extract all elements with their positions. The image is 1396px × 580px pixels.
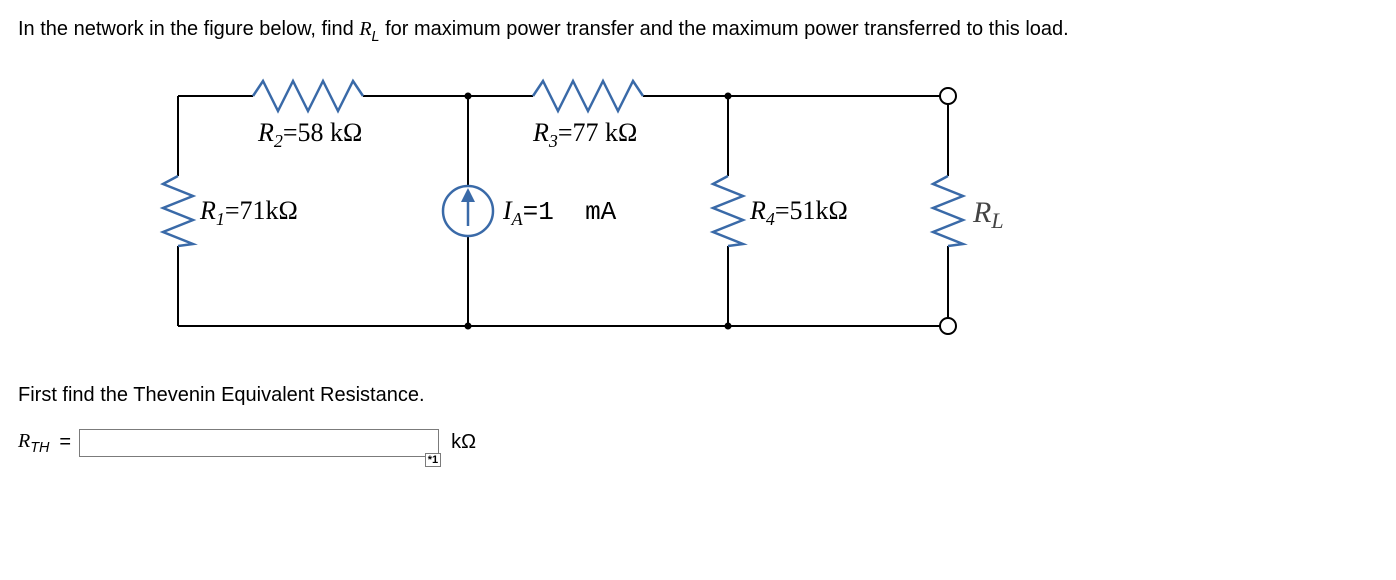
prompt-var-sub: L [372, 29, 380, 45]
node-dot [725, 322, 732, 329]
resistor-r1 [163, 176, 193, 246]
prompt-var-letter: R [359, 18, 371, 40]
answer-row: RTH = *1 kΩ [18, 429, 1376, 457]
rth-label: RTH [18, 430, 49, 456]
section-instruction: First find the Thevenin Equivalent Resis… [18, 384, 1376, 407]
problem-prompt: In the network in the figure below, find… [18, 14, 1376, 48]
prompt-suffix: for maximum power transfer and the maxim… [380, 18, 1069, 40]
equals-sign: = [55, 431, 73, 454]
terminal-bottom [940, 318, 956, 334]
node-dot [465, 322, 472, 329]
r4-label: R4=51kΩ [749, 196, 848, 229]
resistor-r2 [253, 80, 363, 112]
node-dot [465, 92, 472, 99]
answer-input-wrap: *1 [79, 429, 439, 457]
ia-label: IA=1 mA [502, 196, 617, 229]
prompt-prefix: In the network in the figure below, find [18, 18, 359, 40]
circuit-svg: R2=58 kΩ R3=77 kΩ R1=71kΩ IA=1 mA R4=51k… [138, 66, 1018, 356]
rl-label: RL [972, 196, 1004, 233]
terminal-top [940, 88, 956, 104]
attempt-tag: *1 [425, 453, 441, 467]
r2-label: R2=58 kΩ [257, 118, 362, 151]
unit-label: kΩ [445, 431, 476, 454]
resistor-r3 [533, 80, 643, 112]
node-dot [725, 92, 732, 99]
r3-label: R3=77 kΩ [532, 118, 637, 151]
rth-input[interactable] [79, 429, 439, 457]
r1-label: R1=71kΩ [199, 196, 298, 229]
circuit-figure: R2=58 kΩ R3=77 kΩ R1=71kΩ IA=1 mA R4=51k… [138, 66, 1376, 362]
resistor-rl [933, 176, 963, 246]
current-source-ia [443, 186, 493, 236]
resistor-r4 [713, 176, 743, 246]
